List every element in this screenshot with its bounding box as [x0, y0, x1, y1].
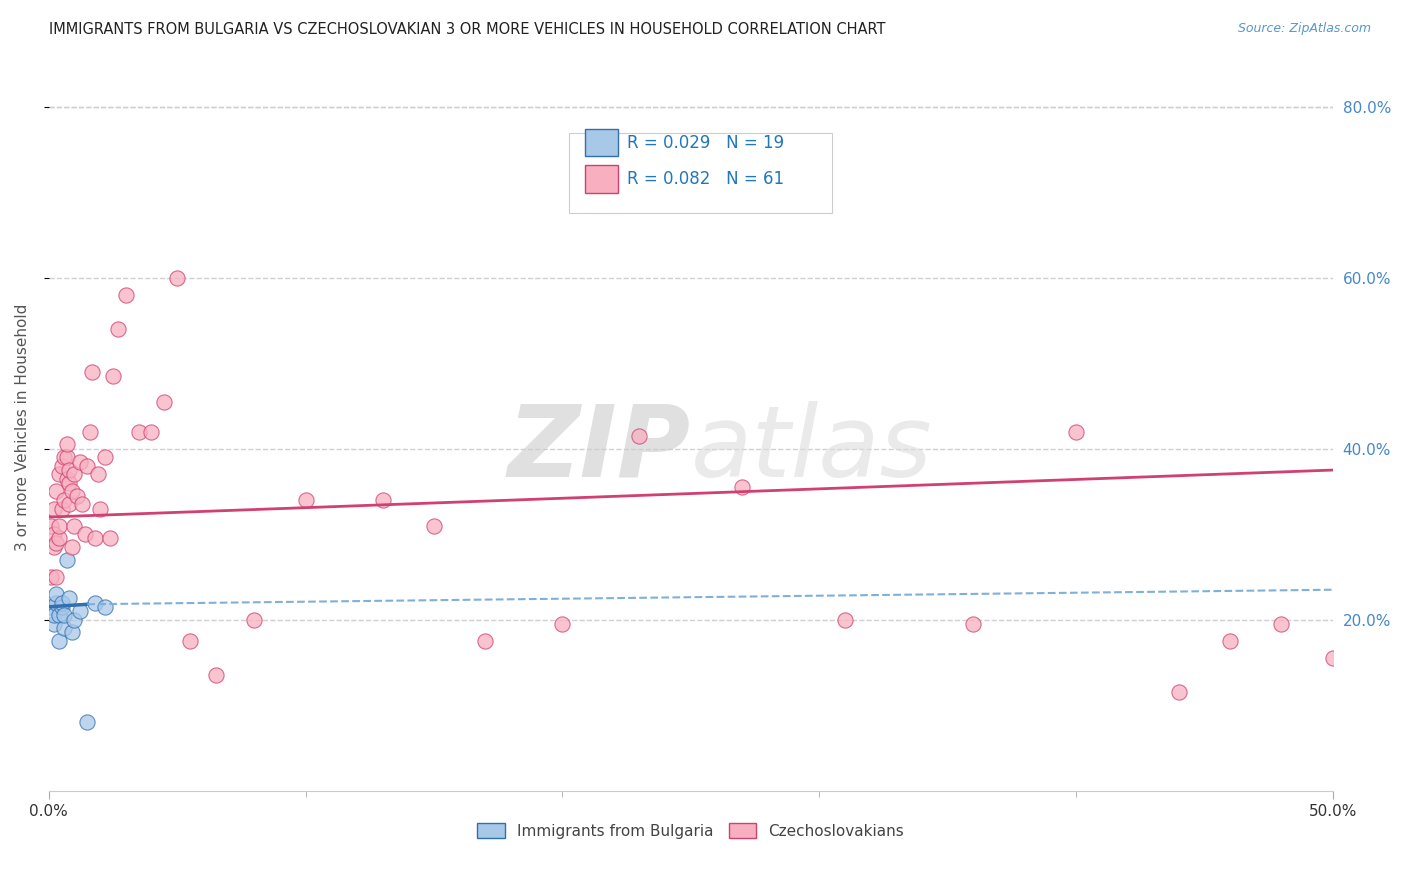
Point — [45, 570, 67, 584]
Point — [94, 450, 117, 465]
Point — [60, 484, 83, 499]
Point — [834, 613, 856, 627]
Point — [551, 616, 574, 631]
Point — [45, 484, 67, 499]
Point — [86, 467, 108, 482]
Point — [628, 429, 651, 443]
Text: R = 0.029   N = 19: R = 0.029 N = 19 — [627, 134, 783, 152]
Point — [42, 527, 65, 541]
Point — [962, 616, 984, 631]
Point — [60, 540, 83, 554]
Text: ZIP: ZIP — [508, 401, 690, 498]
Point — [58, 591, 80, 606]
Point — [42, 501, 65, 516]
Point — [79, 425, 101, 439]
Point — [89, 501, 111, 516]
Point — [1167, 685, 1189, 699]
Point — [48, 467, 70, 482]
Point — [423, 518, 446, 533]
Point — [76, 715, 98, 730]
Point — [66, 489, 89, 503]
Text: R = 0.082   N = 61: R = 0.082 N = 61 — [627, 169, 783, 188]
Point — [69, 454, 91, 468]
Point — [42, 608, 65, 623]
Point — [70, 497, 93, 511]
Point — [53, 450, 76, 465]
Point — [166, 270, 188, 285]
Point — [204, 668, 226, 682]
Point — [1064, 425, 1087, 439]
Point — [42, 616, 65, 631]
Point — [55, 450, 77, 465]
Point — [84, 595, 107, 609]
Point — [84, 532, 107, 546]
Point — [69, 604, 91, 618]
Text: atlas: atlas — [690, 401, 932, 498]
Point — [73, 527, 96, 541]
Point — [58, 497, 80, 511]
Point — [1219, 634, 1241, 648]
Point — [153, 394, 176, 409]
Legend: Immigrants from Bulgaria, Czechoslovakians: Immigrants from Bulgaria, Czechoslovakia… — [471, 816, 910, 845]
Point — [243, 613, 266, 627]
Point — [60, 625, 83, 640]
Point — [179, 634, 201, 648]
Point — [82, 365, 104, 379]
Point — [371, 493, 394, 508]
Point — [100, 532, 122, 546]
Point — [294, 493, 316, 508]
Y-axis label: 3 or more Vehicles in Household: 3 or more Vehicles in Household — [15, 303, 30, 551]
Point — [63, 518, 86, 533]
Point — [55, 553, 77, 567]
Point — [48, 608, 70, 623]
Point — [55, 472, 77, 486]
Point — [45, 595, 67, 609]
Point — [53, 608, 76, 623]
Point — [58, 463, 80, 477]
Point — [39, 570, 62, 584]
Point — [141, 425, 163, 439]
Point — [474, 634, 496, 648]
Point — [53, 621, 76, 635]
Point — [1270, 616, 1292, 631]
Point — [107, 322, 129, 336]
Point — [39, 599, 62, 614]
Point — [63, 613, 86, 627]
Point — [128, 425, 150, 439]
Point — [45, 535, 67, 549]
Point — [58, 475, 80, 490]
Point — [53, 493, 76, 508]
Point — [114, 288, 136, 302]
FancyBboxPatch shape — [569, 133, 832, 213]
Point — [76, 458, 98, 473]
Point — [731, 480, 754, 494]
Text: IMMIGRANTS FROM BULGARIA VS CZECHOSLOVAKIAN 3 OR MORE VEHICLES IN HOUSEHOLD CORR: IMMIGRANTS FROM BULGARIA VS CZECHOSLOVAK… — [49, 22, 886, 37]
Point — [51, 501, 73, 516]
Point — [39, 518, 62, 533]
FancyBboxPatch shape — [585, 128, 617, 156]
Point — [48, 532, 70, 546]
Text: Source: ZipAtlas.com: Source: ZipAtlas.com — [1237, 22, 1371, 36]
Point — [45, 587, 67, 601]
Point — [51, 595, 73, 609]
Point — [1322, 651, 1344, 665]
Point — [55, 437, 77, 451]
Point — [101, 369, 124, 384]
Point — [48, 518, 70, 533]
Point — [51, 599, 73, 614]
Point — [94, 599, 117, 614]
FancyBboxPatch shape — [585, 165, 617, 193]
Point — [48, 634, 70, 648]
Point — [51, 458, 73, 473]
Point — [42, 540, 65, 554]
Point — [63, 467, 86, 482]
